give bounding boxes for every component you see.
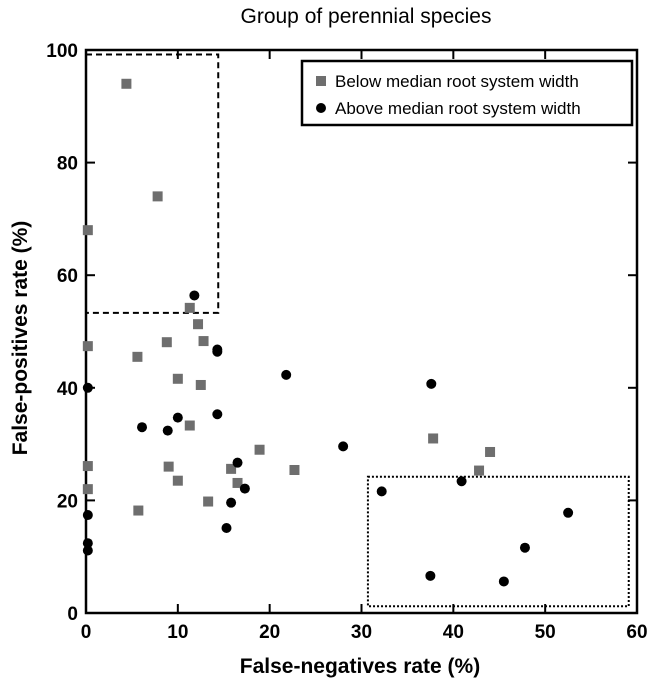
data-point-below-median xyxy=(226,463,237,474)
x-tick-label: 50 xyxy=(535,622,556,643)
data-point-above-median xyxy=(232,457,243,468)
data-point-below-median xyxy=(254,444,265,455)
y-axis-label: False-positives rate (%) xyxy=(9,221,32,456)
y-tick-label: 100 xyxy=(46,41,78,62)
data-point-above-median xyxy=(212,409,223,420)
data-point-above-median xyxy=(376,486,387,497)
data-point-below-median xyxy=(82,341,93,352)
data-point-below-median xyxy=(193,319,204,330)
data-point-below-median xyxy=(184,302,195,313)
data-point-below-median xyxy=(195,379,206,390)
data-point-below-median xyxy=(82,225,93,236)
y-tick-label: 20 xyxy=(57,491,78,512)
data-point-below-median xyxy=(163,461,174,472)
data-point-below-median xyxy=(474,465,485,476)
y-tick-label: 0 xyxy=(67,604,78,625)
x-tick-label: 40 xyxy=(443,622,464,643)
dotted-region-box xyxy=(366,475,630,608)
data-point-above-median xyxy=(189,290,200,301)
data-point-above-median xyxy=(212,344,223,355)
data-point-above-median xyxy=(456,476,467,487)
data-point-above-median xyxy=(82,545,93,556)
data-point-above-median xyxy=(82,538,93,549)
data-point-below-median xyxy=(184,420,195,431)
data-point-above-median xyxy=(226,497,237,508)
data-point-above-median xyxy=(137,422,148,433)
data-point-above-median xyxy=(563,507,574,518)
data-point-above-median xyxy=(221,522,232,533)
data-point-above-median xyxy=(281,369,292,380)
data-point-below-median xyxy=(485,446,496,457)
x-tick-label: 30 xyxy=(351,622,372,643)
legend-label: Below median root system width xyxy=(335,72,579,91)
data-point-below-median xyxy=(198,336,209,347)
x-tick-label: 20 xyxy=(259,622,280,643)
data-points xyxy=(82,78,574,587)
data-point-above-median xyxy=(426,378,437,389)
data-point-below-median xyxy=(82,484,93,495)
data-point-above-median xyxy=(82,382,93,393)
data-point-below-median xyxy=(133,505,144,516)
data-point-above-median xyxy=(425,570,436,581)
data-point-below-median xyxy=(289,464,300,475)
data-point-below-median xyxy=(203,496,214,507)
axes: 0 10 20 30 40 50 60 0 20 40 60 80 100 xyxy=(46,41,647,643)
data-point-above-median xyxy=(519,542,530,553)
plot-frame xyxy=(84,48,639,615)
legend-box xyxy=(300,59,634,127)
data-point-above-median xyxy=(498,576,509,587)
data-point-above-median xyxy=(338,441,349,452)
data-point-above-median xyxy=(82,510,93,521)
data-point-below-median xyxy=(428,433,439,444)
legend-marker-circle xyxy=(316,103,326,113)
data-point-below-median xyxy=(172,373,183,384)
data-point-below-median xyxy=(152,191,163,202)
annotation-boxes xyxy=(85,53,630,608)
x-tick-label: 0 xyxy=(81,622,92,643)
data-point-below-median xyxy=(121,78,132,89)
y-tick-label: 60 xyxy=(57,266,78,287)
data-point-below-median xyxy=(132,351,143,362)
data-point-below-median xyxy=(232,477,243,488)
legend: Below median root system width Above medi… xyxy=(300,59,634,127)
dashed-region-box xyxy=(85,53,220,314)
data-point-above-median xyxy=(239,483,250,494)
data-point-above-median xyxy=(172,412,183,423)
x-tick-label: 10 xyxy=(167,622,188,643)
y-tick-label: 40 xyxy=(57,379,78,400)
data-point-above-median xyxy=(162,425,173,436)
chart-title: Group of perennial species xyxy=(241,5,492,28)
x-tick-label: 60 xyxy=(626,622,647,643)
data-point-below-median xyxy=(172,475,183,486)
data-point-below-median xyxy=(82,461,93,472)
data-point-below-median xyxy=(161,337,172,348)
legend-label: Above median root system width xyxy=(335,99,581,118)
y-tick-label: 80 xyxy=(57,154,78,175)
legend-marker-square xyxy=(316,76,326,86)
x-axis-label: False-negatives rate (%) xyxy=(240,655,480,678)
